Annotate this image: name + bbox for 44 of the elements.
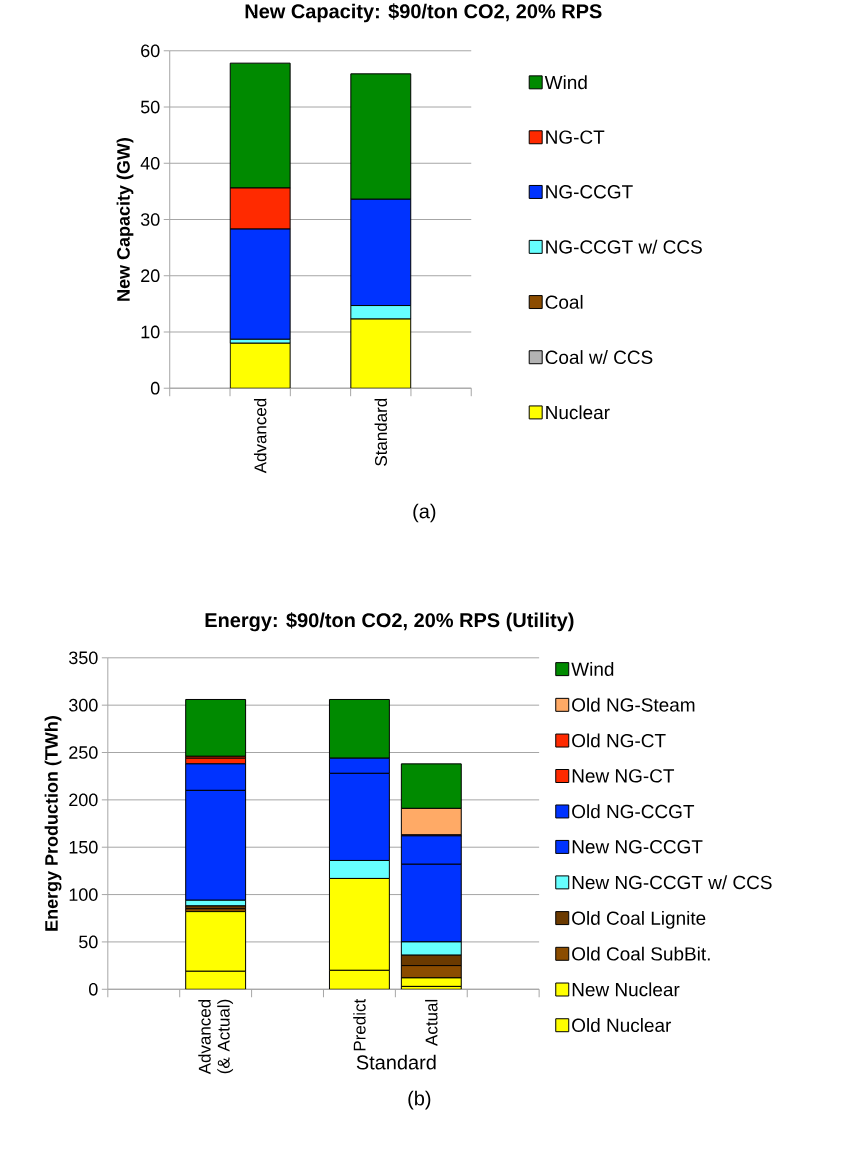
y-tick-label: 0 — [151, 381, 160, 395]
legend-label: Old NG-Steam — [572, 697, 695, 712]
y-tick-label: 60 — [141, 44, 160, 58]
legend-label: New NG-CCGT — [572, 840, 703, 854]
y-tick-label: 10 — [141, 325, 160, 339]
y-tick-label: 250 — [69, 746, 98, 759]
y-axis-title: Energy Production (TWh) — [44, 716, 62, 931]
legend-label: NG-CCGT w/ CCS — [546, 239, 703, 254]
chart-title: New Capacity: $90/ton CO2, 20% RPS — [245, 3, 602, 23]
legend-label: Nuclear — [546, 405, 610, 420]
x-axis-title: Standard — [356, 1054, 436, 1070]
legend-label: Old Coal SubBit. — [572, 946, 710, 961]
y-tick-label: 300 — [69, 698, 98, 712]
y-tick-label: 30 — [141, 213, 160, 226]
x-tick-label: Predict — [353, 998, 366, 1051]
y-tick-label: 50 — [141, 100, 160, 114]
text: (a) — [413, 503, 436, 523]
y-tick-label: 350 — [69, 651, 98, 665]
legend-label: New Nuclear — [572, 982, 680, 997]
y-tick-label: 40 — [140, 156, 160, 170]
y-tick-label: 50 — [79, 935, 98, 949]
legend-label: Old NG-CCGT — [572, 804, 695, 819]
legend-label: New NG-CCGT w/ CCS — [572, 875, 772, 890]
x-tick-label: Advanced (& Actual) — [198, 999, 234, 1075]
legend-label: Coal — [545, 294, 583, 309]
y-tick-label: 100 — [69, 888, 98, 901]
legend-label: Wind — [571, 662, 614, 676]
legend-label: Old Coal Lignite — [572, 910, 706, 929]
y-tick-label: 0 — [89, 982, 98, 996]
y-axis-title: New Capacity (GW) — [116, 138, 134, 301]
legend-label: Old NG-CT — [572, 733, 666, 748]
x-tick-label: Actual — [425, 999, 438, 1046]
chart-title: Energy: $90/ton CO2, 20% RPS (Utility) — [205, 612, 574, 632]
legend-label: NG-CCGT — [546, 185, 633, 199]
y-tick-label: 150 — [69, 840, 98, 854]
y-tick-label: 200 — [69, 793, 98, 807]
legend-label: NG-CT — [546, 130, 605, 144]
text: (b) — [408, 1090, 431, 1110]
legend-label: Wind — [544, 75, 587, 90]
y-tick-label: 20 — [141, 269, 160, 283]
legend-label: Coal w/ CCS — [545, 350, 653, 365]
x-tick-label: Advanced — [254, 398, 267, 474]
legend-label: Old Nuclear — [572, 1018, 672, 1033]
legend-label: New NG-CT — [572, 769, 675, 783]
